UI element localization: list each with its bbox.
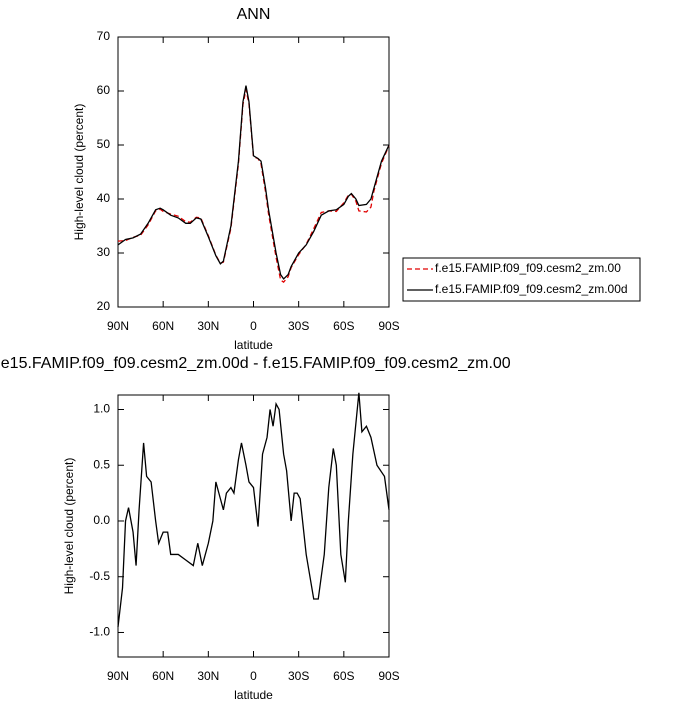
x-tick-label: 60S [333,669,354,683]
y-tick-label: 50 [97,137,111,151]
x-axis-label: latitude [234,338,273,352]
x-tick-label: 30S [288,319,309,333]
y-tick-label: 30 [97,245,111,259]
legend-label: f.e15.FAMIP.f09_f09.cesm2_zm.00d [435,282,628,296]
x-tick-label: 30N [197,669,219,683]
y-tick-label: 0.0 [93,513,110,527]
x-tick-label: 90N [107,669,129,683]
y-tick-label: -1.0 [89,625,110,639]
data-line [117,85,390,280]
x-tick-label: 30N [197,319,219,333]
data-line [117,89,390,284]
x-tick-label: 60S [333,319,354,333]
y-tick-label: 0.5 [93,457,110,471]
panel: ANN 20 30 40 50 60 70 90N 60N 30N 0 30S 60S 90S latitu… [72,6,641,352]
y-tick-label: 1.0 [93,402,110,416]
y-tick-label: -0.5 [89,569,110,583]
x-tick-label: 90S [378,669,399,683]
x-tick-label: 90S [378,319,399,333]
x-tick-label: 0 [250,319,257,333]
data-line [117,392,390,627]
x-tick-label: 0 [250,669,257,683]
y-axis-label: High-level cloud (percent) [62,458,76,595]
x-tick-label: 60N [152,319,174,333]
panel: .e15.FAMIP.f09_f09.cesm2_zm.00d - f.e15.… [0,355,511,702]
x-tick-label: 90N [107,319,129,333]
chart-title: .e15.FAMIP.f09_f09.cesm2_zm.00d - f.e15.… [0,355,511,372]
y-axis-label: High-level cloud (percent) [72,104,86,241]
y-tick-label: 40 [97,191,111,205]
x-axis-label: latitude [234,688,273,702]
y-tick-label: 60 [97,83,111,97]
legend-label: f.e15.FAMIP.f09_f09.cesm2_zm.00 [435,261,621,275]
y-tick-label: 20 [97,299,111,313]
plot-frame [117,36,390,308]
x-tick-label: 60N [152,669,174,683]
x-tick-label: 30S [288,669,309,683]
chart-title: ANN [237,6,271,23]
y-tick-label: 70 [97,29,111,43]
legend-box [402,257,641,302]
